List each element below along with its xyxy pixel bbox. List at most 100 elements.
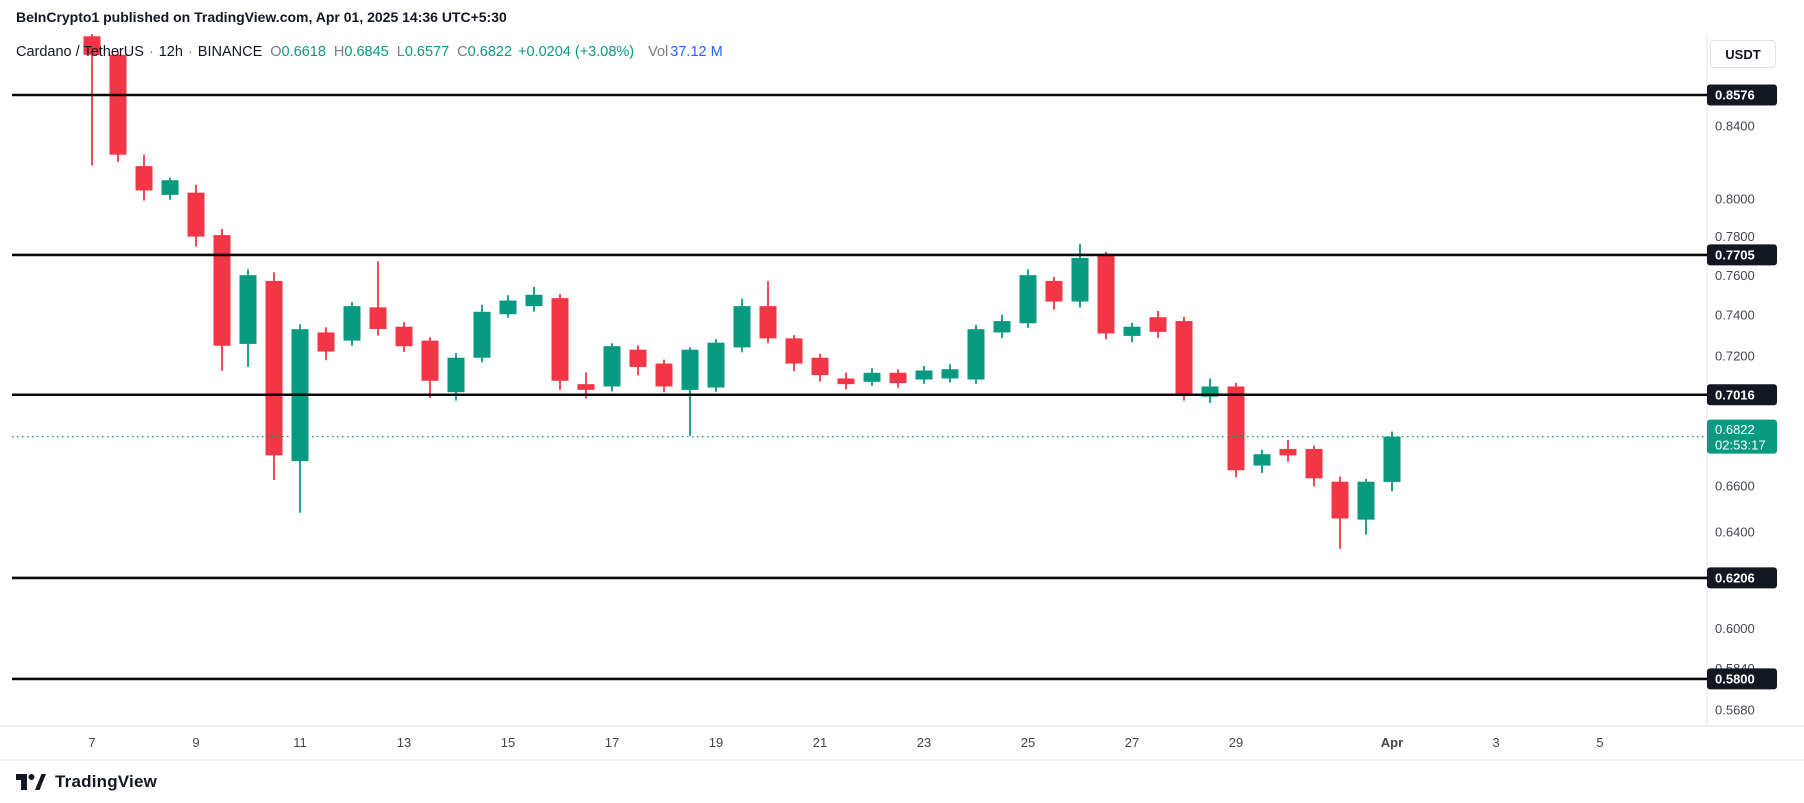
price-tick-label: 0.8000 [1715,191,1755,206]
time-tick-label: 3 [1492,735,1499,750]
close-label: C [457,44,468,60]
time-tick-label: 21 [813,735,827,750]
candle-body [1123,326,1141,336]
candle-body [863,372,881,382]
candle-body [395,326,413,347]
currency-toggle-usdt[interactable]: USDT [1710,40,1776,68]
candle-body [1045,280,1063,302]
candle-body [681,349,699,390]
candle-body [421,340,439,381]
price-tick-label: 0.7600 [1715,268,1755,283]
price-level-badge [1707,668,1777,690]
low-value: 0.6577 [404,44,450,60]
legend-separator: · [187,44,193,60]
candle-body [551,298,569,381]
candle-body [1357,481,1375,520]
time-tick-label: 27 [1125,735,1139,750]
volume-value: 37.12 M [670,44,723,60]
tradingview-logo-icon [16,774,46,790]
price-tick-label: 0.7200 [1715,349,1755,364]
candle-body [1331,481,1349,519]
candle-body [1149,317,1167,332]
candle-body [993,321,1011,333]
time-tick-label: 11 [293,735,307,750]
current-price-badge-price: 0.6822 [1715,422,1755,437]
time-tick-label: 17 [605,735,619,750]
candle-body [759,306,777,339]
candle-body [239,275,257,344]
price-tick-label: 0.6000 [1715,621,1755,636]
price-tick-label: 0.6400 [1715,524,1755,539]
candle-body [265,280,283,456]
price-level-badge [1707,384,1777,406]
publish-text: BeInCrypto1 published on TradingView.com… [16,9,507,25]
candle-body [525,294,543,307]
candle-body [1201,386,1219,397]
publish-header: BeInCrypto1 published on TradingView.com… [0,0,1804,34]
candle-body [889,372,907,384]
candle-body [447,357,465,393]
time-axis-scale[interactable] [0,726,1804,756]
open-value: 0.6618 [281,44,326,60]
candle-body [135,166,153,191]
symbol-title[interactable]: Cardano / TetherUS [16,44,144,60]
candle-body [1253,454,1271,466]
candle-body [213,235,231,346]
candle-body [1383,436,1401,482]
time-tick-label: 7 [88,735,95,750]
candle-body [369,307,387,329]
price-level-badge [1707,567,1777,589]
price-tick-label: 0.8400 [1715,118,1755,133]
candle-body [811,357,829,376]
volume-label: Vol [648,44,669,60]
candle-body [707,342,725,388]
candle-body [915,370,933,380]
candle-body [733,306,751,348]
high-label: H [333,44,345,60]
price-tick-label: 0.5680 [1715,703,1755,718]
time-tick-label: 9 [192,735,199,750]
time-tick-label: 29 [1229,735,1243,750]
candle-body [655,363,673,387]
candle-body [187,192,205,237]
legend-separator: · [148,44,154,60]
candle-body [317,332,335,352]
candle-body [1175,321,1193,396]
candle-body [473,311,491,358]
high-value: 0.6845 [344,44,389,60]
candle-body [343,306,361,341]
price-level-badge [1707,244,1777,266]
price-level-badge-text: 0.8576 [1715,88,1755,103]
chart-legend: Cardano / TetherUS · 12h · BINANCE O 0.66… [16,44,723,60]
candle-body [1305,448,1323,479]
close-value: 0.6822 [467,44,513,60]
candle-body [1019,275,1037,324]
time-tick-label: Apr [1381,735,1403,750]
candle-body [941,369,959,379]
candle-body [629,349,647,367]
candle-body [603,346,621,387]
change-value: +0.0204 (+3.08%) [518,44,635,60]
candle-body [161,180,179,195]
price-level-badge-text: 0.7705 [1715,247,1755,262]
exchange-label: BINANCE [197,44,263,60]
interval-label[interactable]: 12h [158,44,183,60]
price-tick-label: 0.7800 [1715,229,1755,244]
candle-body [1071,257,1089,302]
open-label: O [270,44,282,60]
price-level-badge [1707,84,1777,106]
price-axis-scale[interactable] [1707,34,1804,726]
time-tick-label: 23 [917,735,931,750]
footer-brand[interactable]: TradingView [14,770,157,794]
price-tick-label: 0.6600 [1715,479,1755,494]
candle-body [577,384,595,390]
time-tick-label: 5 [1596,735,1603,750]
candle-body [1279,448,1297,456]
time-tick-label: 13 [397,735,411,750]
price-tick-label: 0.7400 [1715,308,1755,323]
current-price-badge [1707,419,1777,454]
candle-body [109,54,127,155]
candle-body [785,338,803,364]
